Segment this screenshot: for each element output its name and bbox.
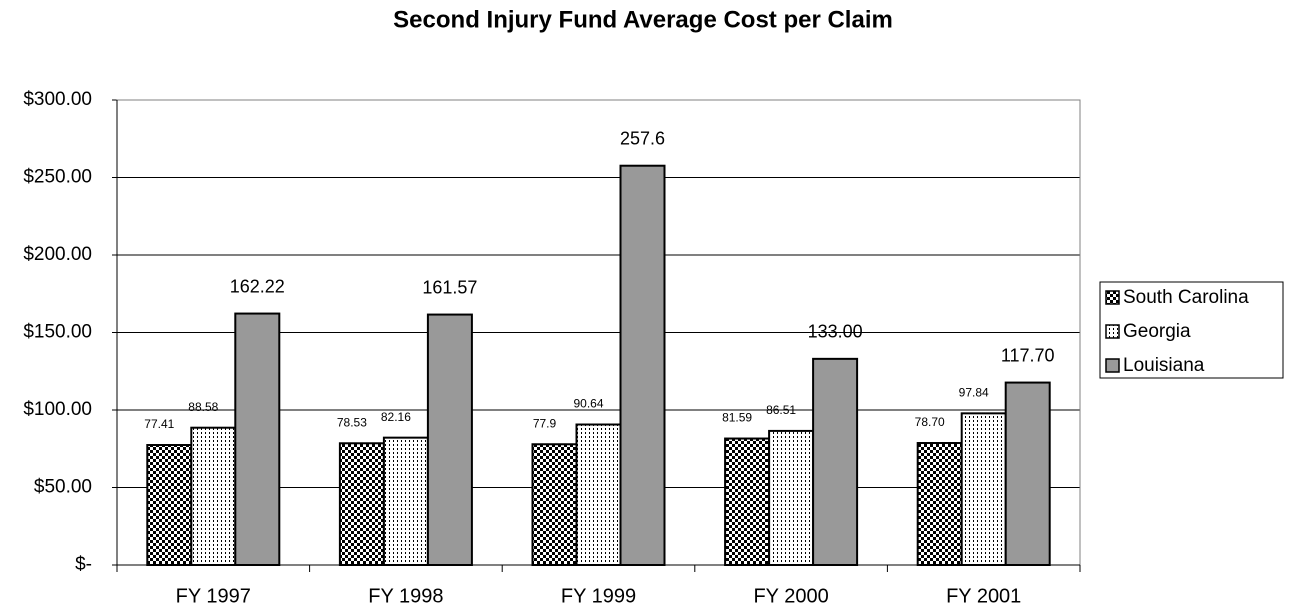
bar (531, 443, 578, 567)
legend-frame (1099, 281, 1284, 379)
chart-title: Second Injury Fund Average Cost per Clai… (393, 6, 893, 33)
x-tick-label: FY 1999 (561, 585, 636, 607)
data-label: 88.58 (188, 400, 218, 414)
data-label: 77.9 (533, 416, 557, 430)
bar (146, 444, 193, 566)
data-label: 77.41 (144, 417, 174, 431)
data-label: 78.70 (915, 415, 945, 429)
legend-label: Louisiana (1123, 355, 1205, 376)
data-label: 86.51 (766, 403, 796, 417)
legend-swatch (1105, 358, 1120, 373)
data-label: 133.00 (808, 322, 863, 342)
bar (812, 357, 859, 566)
x-tick-label: FY 1998 (368, 585, 443, 607)
legend-label: South Carolina (1123, 287, 1249, 308)
bar (768, 429, 815, 566)
bar (916, 442, 963, 567)
y-tick-label: $- (75, 554, 92, 575)
data-label: 90.64 (573, 397, 603, 411)
y-tick-label: $50.00 (34, 477, 92, 498)
x-tick-label: FY 1997 (176, 585, 251, 607)
data-label: 117.70 (1001, 345, 1055, 365)
bar (960, 412, 1007, 566)
y-tick-label: $100.00 (23, 399, 92, 420)
y-tick-label: $250.00 (23, 167, 92, 188)
legend-swatch (1105, 290, 1120, 305)
data-label: 257.6 (620, 128, 665, 148)
bar (575, 423, 622, 566)
data-label: 161.57 (422, 277, 477, 297)
y-tick-label: $150.00 (23, 322, 92, 343)
y-tick-label: $300.00 (23, 89, 92, 110)
y-tick-label: $200.00 (23, 244, 92, 265)
bar (234, 312, 281, 566)
bar (724, 437, 771, 566)
legend-label: Georgia (1123, 321, 1191, 342)
x-tick-label: FY 2000 (753, 585, 828, 607)
bar (619, 164, 666, 566)
data-label: 82.16 (381, 410, 411, 424)
data-label: 81.59 (722, 411, 752, 425)
data-label: 97.84 (959, 386, 989, 400)
bar (426, 313, 473, 566)
legend-swatch (1105, 324, 1120, 339)
bar (1004, 381, 1051, 566)
data-label: 162.22 (230, 276, 285, 296)
bar (338, 442, 385, 566)
data-label: 78.53 (337, 415, 367, 429)
bar (382, 436, 429, 567)
x-tick-label: FY 2001 (946, 585, 1021, 607)
bar (190, 426, 237, 566)
